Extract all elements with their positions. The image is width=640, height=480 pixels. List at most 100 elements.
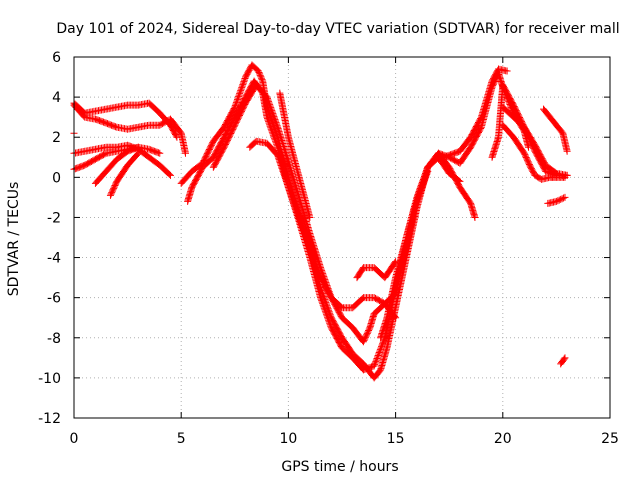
- data-point: [313, 265, 321, 273]
- data-point: [554, 197, 562, 205]
- data-point: [552, 197, 560, 205]
- data-point: [267, 125, 275, 133]
- data-point: [297, 218, 305, 226]
- data-point: [320, 303, 328, 311]
- data-point: [421, 172, 429, 180]
- data-point: [286, 188, 294, 196]
- data-point: [134, 143, 142, 151]
- data-point: [267, 104, 275, 112]
- data-point: [294, 210, 302, 218]
- data-point: [230, 104, 238, 112]
- data-point: [324, 315, 332, 323]
- data-point: [133, 144, 141, 152]
- data-point: [294, 209, 302, 217]
- series-track-e: [91, 143, 142, 187]
- data-point: [414, 190, 422, 198]
- data-point: [271, 136, 279, 144]
- data-point: [418, 180, 426, 188]
- data-point: [560, 355, 568, 363]
- data-point: [273, 120, 281, 128]
- data-point: [270, 133, 278, 141]
- data-point: [272, 119, 280, 127]
- x-tick-label: 25: [601, 431, 619, 447]
- data-point: [266, 102, 274, 110]
- data-point: [311, 259, 319, 267]
- data-point: [317, 295, 325, 303]
- data-point: [418, 178, 426, 186]
- data-point: [268, 127, 276, 135]
- data-point: [255, 68, 263, 76]
- x-tick-label: 10: [279, 431, 297, 447]
- data-point: [419, 175, 427, 183]
- data-point: [319, 301, 327, 309]
- y-tick-label: -8: [47, 331, 61, 347]
- data-point: [417, 183, 425, 191]
- data-point: [236, 90, 244, 98]
- data-point: [273, 140, 281, 148]
- data-point: [288, 194, 296, 202]
- data-point: [284, 183, 292, 191]
- data-point: [392, 258, 400, 266]
- data-point: [266, 101, 274, 109]
- data-point: [235, 93, 243, 101]
- data-point: [295, 212, 303, 220]
- data-point: [415, 187, 423, 195]
- data-point: [307, 248, 315, 256]
- data-point: [181, 149, 189, 157]
- data-point: [269, 111, 277, 119]
- data-point: [415, 189, 423, 197]
- data-point: [471, 213, 479, 221]
- data-point: [268, 128, 276, 136]
- data-point: [377, 344, 385, 352]
- data-point: [313, 263, 321, 271]
- data-point: [257, 73, 265, 81]
- data-point: [270, 113, 278, 121]
- series-track-s: [540, 105, 571, 155]
- data-point: [165, 170, 173, 178]
- data-point: [455, 176, 463, 184]
- data-point: [269, 131, 277, 139]
- data-point: [305, 242, 313, 250]
- data-point: [308, 250, 316, 258]
- data-point: [372, 357, 380, 365]
- y-axis-label: SDTVAR / TECUs: [6, 182, 22, 297]
- data-point: [231, 103, 239, 111]
- data-point: [264, 116, 272, 124]
- data-point: [272, 139, 280, 147]
- data-point: [269, 110, 277, 118]
- data-point: [289, 197, 297, 205]
- data-point: [233, 96, 241, 104]
- y-tick-label: -4: [47, 251, 61, 267]
- data-point: [266, 122, 274, 130]
- axis-ticks: 0 5 10 15 20 25 -12 -10 -8 -6 -4 -2 0 2 4 6: [38, 50, 619, 447]
- data-point: [376, 347, 384, 355]
- series-track-b: [70, 101, 189, 157]
- data-point: [272, 117, 280, 125]
- y-tick-label: 0: [52, 170, 61, 186]
- data-point: [312, 260, 320, 268]
- data-point: [302, 231, 310, 239]
- data-point: [238, 82, 246, 90]
- series-track-l: [353, 258, 400, 282]
- data-point: [290, 200, 298, 208]
- data-point: [272, 137, 280, 145]
- data-point: [560, 194, 568, 202]
- data-point: [273, 122, 281, 130]
- data-point: [318, 297, 326, 305]
- data-point: [298, 221, 306, 229]
- data-point: [303, 235, 311, 243]
- data-point: [371, 359, 379, 367]
- data-point: [310, 256, 318, 264]
- data-point: [273, 142, 281, 150]
- data-point: [421, 171, 429, 179]
- data-point: [268, 108, 276, 116]
- plot-frame: [73, 56, 611, 419]
- data-point: [323, 312, 331, 320]
- data-point: [154, 149, 162, 157]
- data-point: [271, 116, 279, 124]
- data-point: [305, 241, 313, 249]
- data-point: [307, 247, 315, 255]
- data-point: [317, 294, 325, 302]
- data-point: [290, 198, 298, 206]
